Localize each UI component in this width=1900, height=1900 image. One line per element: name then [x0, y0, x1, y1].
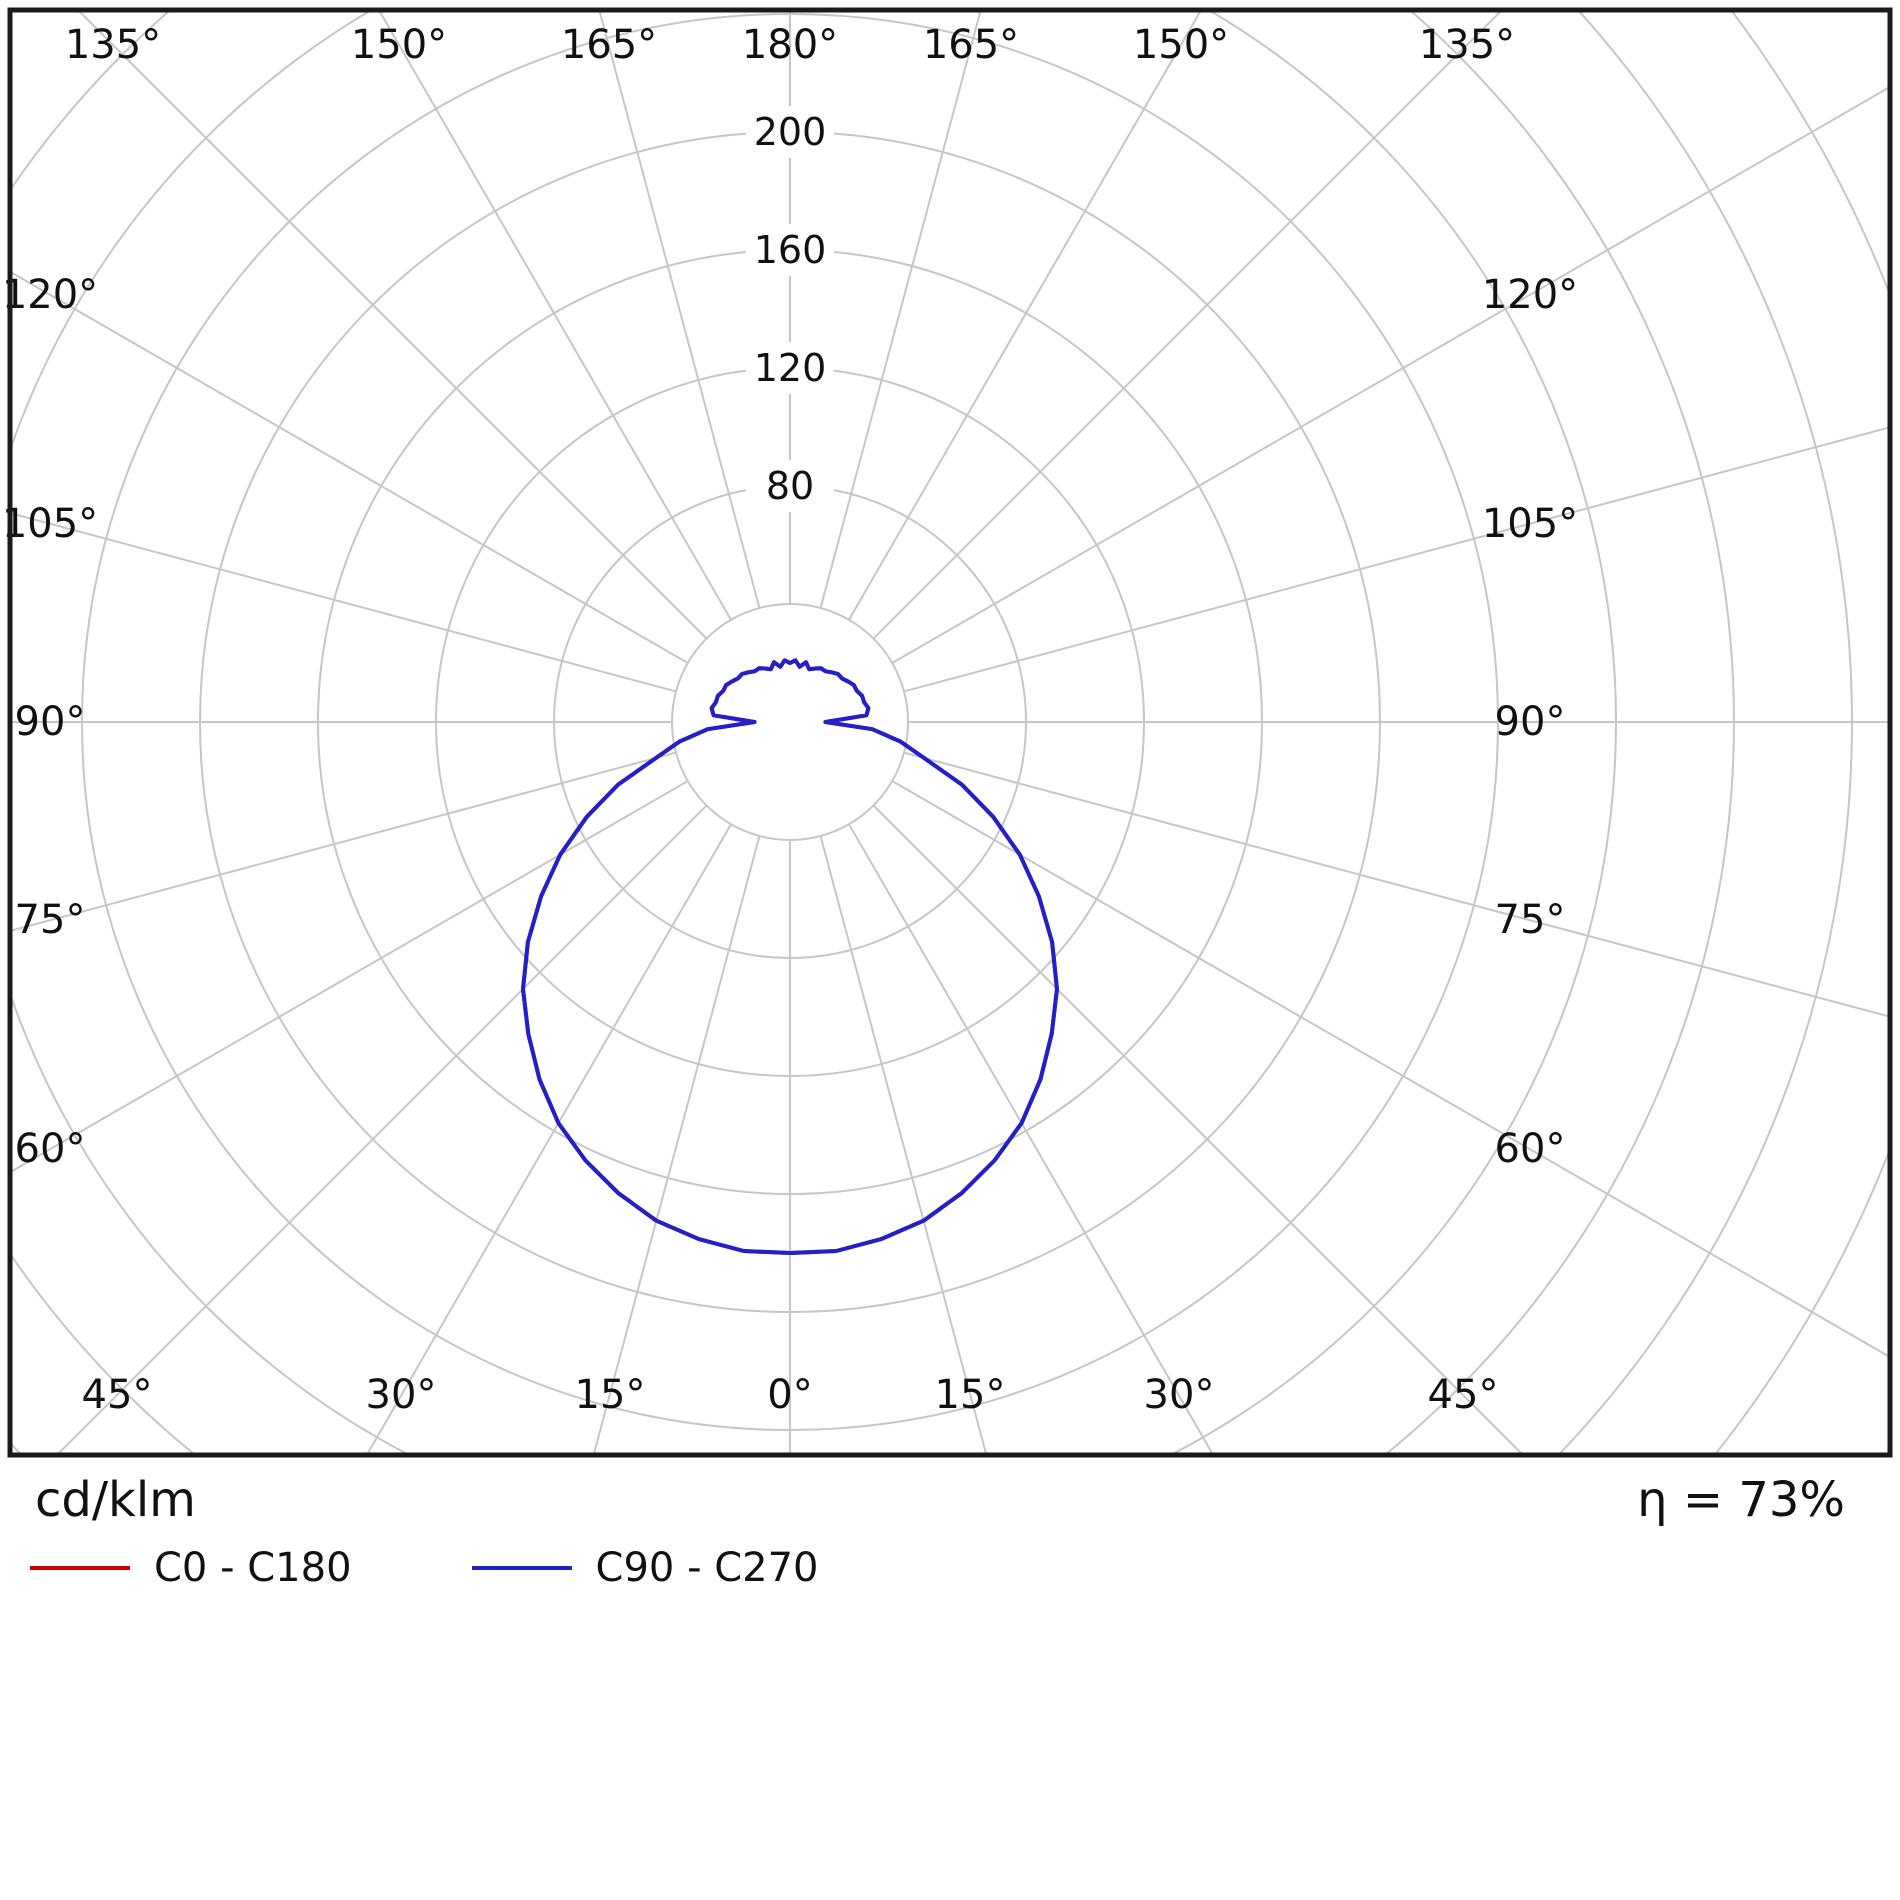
grid-ray	[57, 804, 708, 1453]
grid-ray	[593, 835, 761, 1453]
grid-ray	[12, 512, 677, 693]
grid-ray	[598, 12, 761, 609]
polar-chart: 80 120 160 200 0° 15° 15° 30° 30° 45° 45° 60° 60° 75°…	[2, 7, 1893, 1458]
angle-tick-label: 75°	[1495, 897, 1566, 943]
angle-tick-label: 45°	[1428, 1372, 1499, 1418]
units-label: cd/klm	[35, 1472, 196, 1528]
grid-ray	[12, 271, 689, 664]
grid-ray	[848, 823, 1214, 1453]
grid-ray	[903, 751, 1888, 1018]
radial-label-bg	[746, 460, 834, 512]
angle-tick-label: 90°	[15, 699, 86, 745]
angle-tick-label: 15°	[575, 1372, 646, 1418]
radial-tick-label: 200	[754, 110, 827, 154]
grid-ray	[891, 86, 1888, 664]
grid-ray	[378, 12, 732, 621]
grid-ray	[12, 751, 677, 932]
grid-ray	[872, 12, 1502, 640]
grid-ray	[848, 12, 1202, 621]
angle-tick-label: 0°	[767, 1372, 812, 1418]
grid-ray	[366, 823, 732, 1453]
angle-tick-label: 135°	[65, 22, 161, 68]
legend-label-c90-c270: C90 - C270	[595, 1545, 819, 1591]
radial-tick-label: 80	[766, 464, 814, 508]
grid-ray	[903, 426, 1888, 693]
angle-tick-label: 180°	[742, 22, 838, 68]
angle-tick-label: 45°	[82, 1372, 153, 1418]
angle-tick-label: 30°	[1144, 1372, 1215, 1418]
legend-label-c0-c180: C0 - C180	[154, 1545, 352, 1591]
angle-tick-labels: 0° 15° 15° 30° 30° 45° 45° 60° 60° 75° 75° 90° 90° 10…	[2, 22, 1578, 1418]
angle-tick-label: 165°	[923, 22, 1019, 68]
angle-tick-label: 120°	[1482, 272, 1578, 318]
angle-tick-label: 105°	[1482, 501, 1578, 547]
angle-tick-label: 165°	[561, 22, 657, 68]
radial-tick-labels: 80 120 160 200	[746, 106, 834, 512]
grid-ray	[819, 12, 982, 609]
plot-border	[7, 7, 1893, 1458]
angle-tick-label: 150°	[351, 22, 447, 68]
grid-ray	[12, 780, 689, 1173]
radial-label-bg	[746, 342, 834, 394]
legend-item-c0-c180: C0 - C180	[30, 1545, 352, 1591]
legend-item-c90-c270: C90 - C270	[471, 1545, 819, 1591]
angle-tick-label: 120°	[2, 272, 98, 318]
angle-tick-label: 105°	[2, 501, 98, 547]
grid-ray	[819, 835, 987, 1453]
angle-tick-label: 15°	[935, 1372, 1006, 1418]
grid-ray	[891, 780, 1888, 1358]
angle-tick-label: 60°	[1495, 1126, 1566, 1172]
angle-tick-label: 90°	[1495, 699, 1566, 745]
radial-tick-label: 160	[754, 228, 827, 272]
c0-c180-line-swatch	[30, 1566, 130, 1570]
grid-ray	[872, 804, 1523, 1453]
polar-grid	[12, 12, 1888, 1453]
efficiency-label: η = 73%	[1637, 1472, 1845, 1528]
radial-label-bg	[746, 224, 834, 276]
legend: C0 - C180 C90 - C270	[30, 1545, 819, 1591]
angle-tick-label: 30°	[366, 1372, 437, 1418]
grid-ray	[78, 12, 708, 640]
plot-background	[10, 10, 1890, 1455]
curve-c90-c270	[521, 658, 1059, 1255]
angle-tick-label: 135°	[1419, 22, 1515, 68]
angle-tick-label: 60°	[15, 1126, 86, 1172]
angle-tick-label: 150°	[1133, 22, 1229, 68]
radial-label-bg	[746, 106, 834, 158]
radial-tick-label: 120	[754, 346, 827, 390]
c90-c270-line-swatch	[471, 1566, 572, 1570]
angle-tick-label: 75°	[15, 897, 86, 943]
